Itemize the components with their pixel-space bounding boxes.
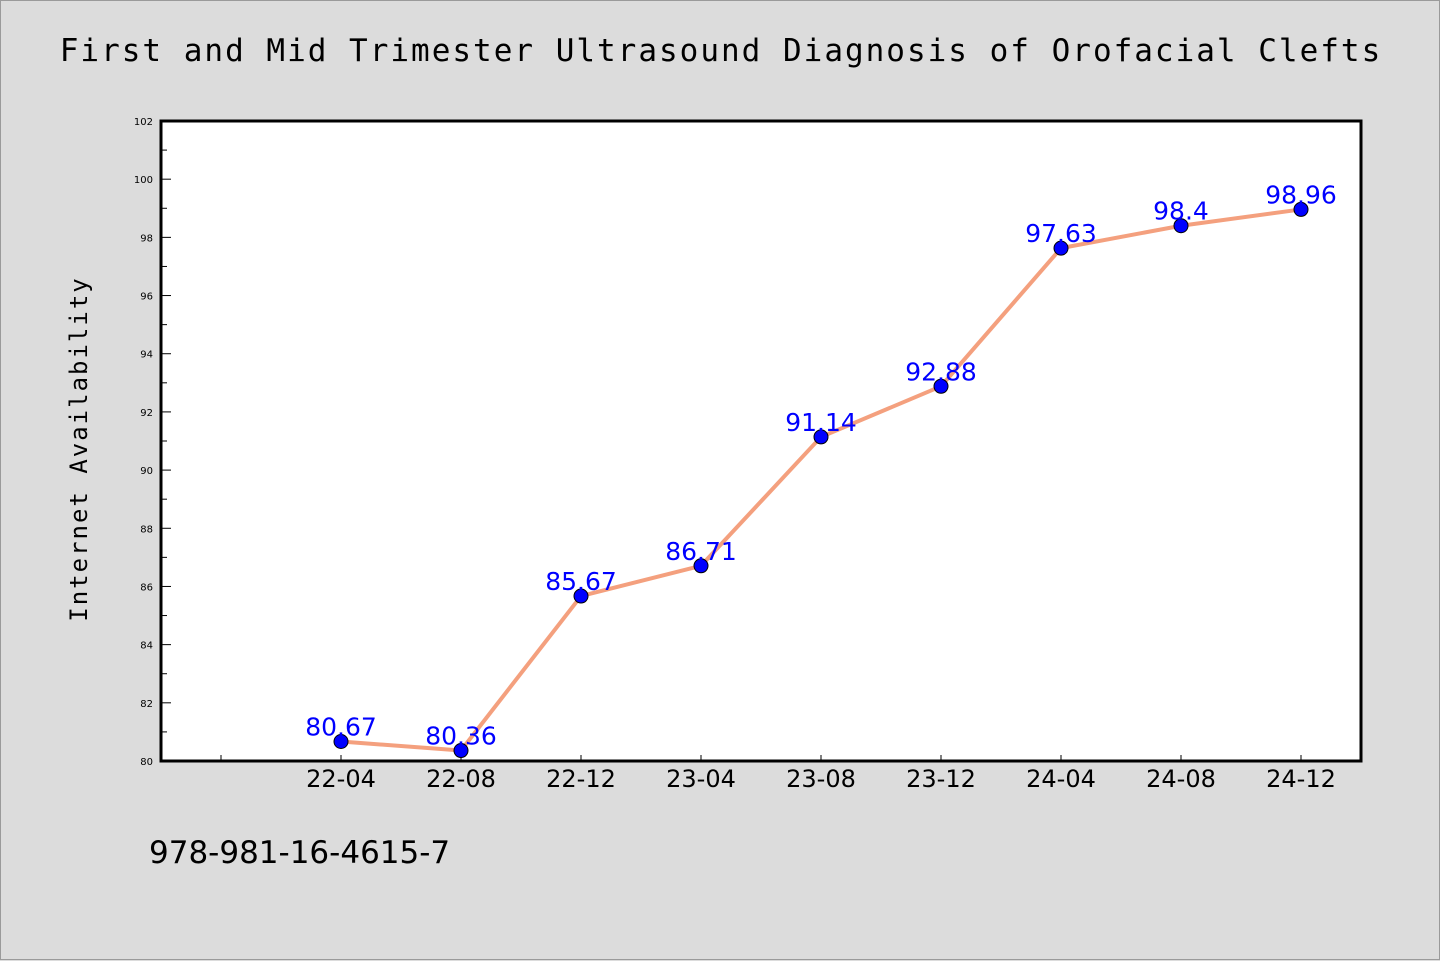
y-tick-label: 92 bbox=[140, 408, 153, 419]
x-tick-label: 23-04 bbox=[666, 765, 736, 793]
data-label: 85.67 bbox=[545, 567, 617, 596]
data-label: 92.88 bbox=[905, 357, 977, 386]
y-tick-label: 88 bbox=[140, 524, 153, 535]
x-tick-label: 23-08 bbox=[786, 765, 856, 793]
data-label: 80.36 bbox=[425, 722, 497, 751]
x-tick-label: 22-04 bbox=[306, 765, 376, 793]
data-label: 86.71 bbox=[665, 537, 737, 566]
data-label: 98.4 bbox=[1153, 197, 1209, 226]
data-point bbox=[573, 588, 589, 604]
y-tick-label: 102 bbox=[134, 117, 153, 128]
footer-isbn: 978-981-16-4615-7 bbox=[149, 835, 451, 871]
y-tick-label: 94 bbox=[140, 350, 153, 361]
data-point bbox=[1173, 218, 1189, 234]
y-tick-label: 90 bbox=[140, 466, 153, 477]
data-label: 80.67 bbox=[305, 713, 377, 742]
x-tick-label: 22-12 bbox=[546, 765, 616, 793]
data-label: 98.96 bbox=[1265, 180, 1337, 209]
data-point bbox=[813, 429, 829, 445]
y-tick-label: 96 bbox=[140, 292, 153, 303]
y-tick-label: 98 bbox=[140, 233, 153, 244]
x-tick-label: 22-08 bbox=[426, 765, 496, 793]
y-tick-label: 86 bbox=[140, 582, 153, 593]
y-tick-label: 100 bbox=[134, 175, 153, 186]
chart-title: First and Mid Trimester Ultrasound Diagn… bbox=[59, 33, 1383, 69]
y-axis-label: Internet Availability bbox=[65, 276, 93, 621]
x-tick-label: 23-12 bbox=[906, 765, 976, 793]
data-label: 91.14 bbox=[785, 408, 857, 437]
y-tick-label: 82 bbox=[140, 699, 153, 710]
plot-frame bbox=[159, 119, 1363, 763]
x-tick-label: 24-12 bbox=[1266, 765, 1336, 793]
x-tick-label: 24-04 bbox=[1026, 765, 1096, 793]
data-point bbox=[1053, 240, 1069, 256]
data-point bbox=[453, 743, 469, 759]
data-point bbox=[933, 378, 949, 394]
y-tick-label: 84 bbox=[140, 641, 153, 652]
data-point bbox=[693, 558, 709, 574]
data-point bbox=[333, 734, 349, 750]
x-tick-label: 24-08 bbox=[1146, 765, 1216, 793]
y-tick-label: 80 bbox=[140, 757, 153, 768]
data-label: 97.63 bbox=[1025, 219, 1097, 248]
data-point bbox=[1293, 201, 1309, 217]
